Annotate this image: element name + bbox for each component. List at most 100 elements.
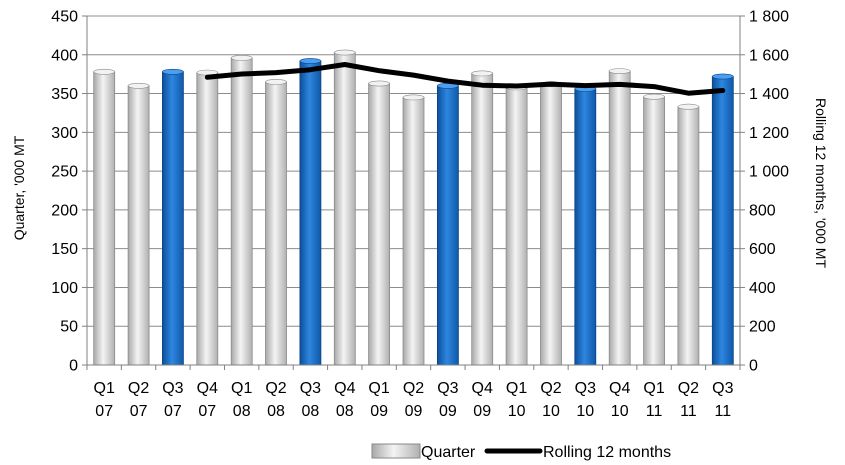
bar-top (471, 70, 494, 77)
x-tick-label-quarter: Q4 (197, 380, 218, 397)
bar-q2-07 (127, 85, 150, 366)
x-tick-label-year: 10 (542, 403, 560, 420)
x-tick-label-year: 07 (95, 403, 113, 420)
left-tick-label: 100 (51, 280, 78, 297)
x-tick-label-quarter: Q3 (575, 380, 596, 397)
right-tick-label: 1 000 (749, 164, 789, 181)
bar-q1-11 (643, 96, 665, 366)
bar-top (299, 58, 322, 64)
x-tick-label-year: 08 (302, 403, 320, 420)
x-tick-label-year: 11 (714, 403, 731, 420)
bar-q4-10 (608, 70, 631, 366)
x-tick-label-quarter: Q1 (506, 380, 527, 397)
x-tick-label-year: 10 (611, 403, 629, 420)
left-tick-label: 150 (51, 241, 78, 258)
legend-label-rolling: Rolling 12 months (543, 444, 671, 461)
bar-top (677, 103, 700, 110)
right-tick-label: 600 (749, 241, 776, 258)
bar-q1-09 (368, 83, 391, 366)
left-axis-ticks: 0 50 100 150 200 250 300 350 400 450 (51, 9, 87, 375)
x-tick-label-quarter: Q4 (609, 380, 630, 397)
x-tick-label-quarter: Q3 (300, 380, 321, 397)
rolling-12-months-line (204, 62, 726, 96)
x-tick-label-quarter: Q3 (712, 380, 733, 397)
right-tick-label: 400 (749, 280, 776, 297)
x-tick-label-quarter: Q1 (368, 380, 389, 397)
x-tick-label-quarter: Q1 (94, 380, 115, 397)
bar-q3-10 (574, 88, 597, 366)
legend-swatch-quarter (371, 443, 421, 459)
right-axis-ticks: 0 200 400 600 800 1 000 1 200 1 400 1 600 1 800 (740, 9, 789, 375)
bar-q1-10 (505, 87, 528, 366)
right-tick-label: 1 600 (749, 47, 789, 64)
left-tick-label: 350 (51, 86, 78, 103)
x-tick-label-quarter: Q2 (678, 380, 699, 397)
y2-axis-title: Rolling 12 months, '000 MT (813, 98, 829, 268)
bar-top (402, 94, 425, 101)
x-axis-ticks: Q1 07 Q2 07 Q3 07 Q4 07 Q1 08 Q2 08 Q3 08 Q4 08 Q1 09 Q2 09… (86, 365, 741, 420)
left-tick-label: 250 (51, 164, 78, 181)
bar-top (230, 55, 253, 61)
left-tick-label: 450 (51, 9, 78, 26)
quarter-bars (93, 49, 734, 366)
left-tick-label: 200 (51, 202, 78, 219)
x-tick-label-year: 09 (473, 403, 491, 420)
x-tick-label-year: 09 (370, 403, 388, 420)
x-tick-label-year: 07 (164, 403, 182, 420)
bar-top (368, 80, 390, 87)
x-tick-label-year: 07 (130, 403, 148, 420)
bar-top (608, 68, 631, 74)
bar-q3-07 (161, 71, 184, 366)
y-axis-title: Quarter, '000 MT (11, 135, 27, 240)
bar-q2-08 (265, 81, 287, 366)
bar-q4-07 (196, 72, 219, 366)
bar-q2-10 (540, 83, 562, 366)
x-tick-label-year: 08 (267, 403, 285, 420)
x-tick-label-quarter: Q1 (231, 380, 252, 397)
bar-q1-08 (230, 57, 253, 366)
x-tick-label-year: 09 (405, 403, 423, 420)
bar-q2-11 (677, 106, 700, 366)
bar-q3-11 (711, 76, 734, 366)
x-tick-label-quarter: Q3 (437, 380, 458, 397)
x-tick-label-quarter: Q4 (334, 380, 355, 397)
bar-top (127, 82, 150, 89)
right-tick-label: 0 (749, 358, 758, 375)
bar-top (93, 68, 115, 75)
x-tick-label-year: 08 (336, 403, 354, 420)
right-tick-label: 800 (749, 202, 776, 219)
bar-q4-08 (333, 52, 356, 366)
bar-top (711, 73, 734, 80)
x-tick-label-quarter: Q2 (265, 380, 286, 397)
bar-q3-09 (436, 85, 459, 366)
x-tick-label-quarter: Q2 (128, 380, 149, 397)
rolling-line (204, 62, 726, 96)
bar-q1-07 (93, 71, 116, 366)
x-tick-label-quarter: Q4 (472, 380, 493, 397)
right-tick-label: 1 200 (749, 125, 789, 142)
x-tick-label-year: 09 (439, 403, 457, 420)
x-tick-label-quarter: Q2 (540, 380, 561, 397)
left-tick-label: 300 (51, 125, 78, 142)
bar-top (162, 68, 184, 75)
x-tick-label-year: 11 (646, 403, 663, 420)
x-tick-label-year: 08 (233, 403, 251, 420)
legend-label-quarter: Quarter (421, 444, 476, 461)
x-tick-label-year: 11 (680, 403, 697, 420)
x-tick-label-year: 07 (198, 403, 216, 420)
bar-top (333, 49, 356, 56)
right-tick-label: 1 800 (749, 9, 789, 26)
right-tick-label: 1 400 (749, 86, 789, 103)
bar-q3-08 (299, 60, 322, 366)
bar-top (643, 93, 665, 100)
axes (86, 16, 741, 366)
right-tick-label: 200 (749, 319, 776, 336)
legend: Quarter Rolling 12 months (371, 443, 671, 461)
bar-q2-09 (402, 97, 425, 366)
left-tick-label: 0 (69, 358, 78, 375)
x-tick-label-quarter: Q2 (403, 380, 424, 397)
x-tick-label-quarter: Q1 (643, 380, 664, 397)
bar-top (265, 79, 287, 85)
left-tick-label: 50 (60, 319, 78, 336)
